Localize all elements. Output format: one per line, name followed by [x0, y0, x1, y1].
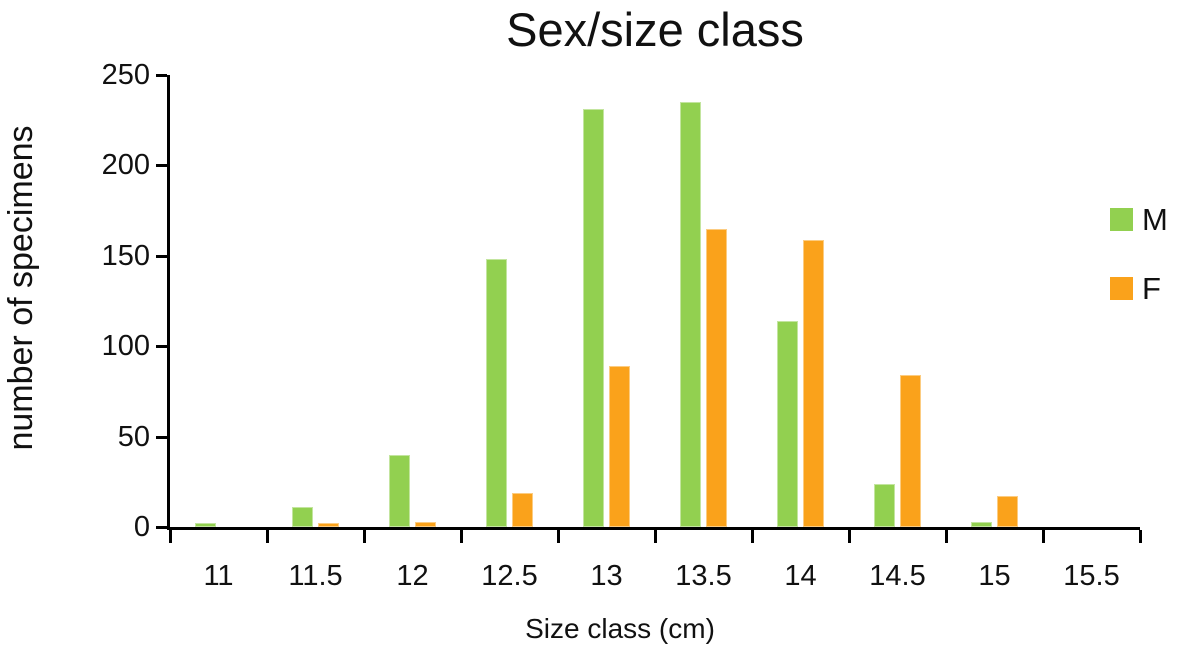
- legend-item-f: F: [1110, 273, 1168, 304]
- y-tick-label: 0: [133, 511, 150, 543]
- x-tick-mark: [557, 530, 560, 543]
- chart-title: Sex/size class: [506, 3, 804, 56]
- bar-m-12: [389, 454, 410, 527]
- y-tick-mark: [156, 435, 167, 439]
- bar-m-11: [195, 523, 216, 527]
- legend-swatch-f: [1110, 277, 1133, 300]
- bar-m-11.5: [292, 507, 313, 527]
- bar-f-15: [997, 496, 1018, 527]
- bar-m-15: [971, 521, 992, 527]
- x-tick-mark: [460, 530, 463, 543]
- legend-item-m: M: [1110, 204, 1168, 235]
- bar-f-11.5: [318, 523, 339, 527]
- y-tick-label: 150: [101, 239, 150, 272]
- x-category-label: 15: [978, 560, 1011, 592]
- x-tick-mark: [169, 530, 172, 543]
- bar-f-14.5: [900, 375, 921, 527]
- x-category-label: 13.5: [675, 560, 732, 592]
- x-axis-title: Size class (cm): [525, 613, 715, 644]
- x-tick-mark: [266, 530, 269, 543]
- y-tick-mark: [156, 254, 167, 258]
- x-category-label: 13: [590, 560, 623, 592]
- legend-label-m: M: [1142, 202, 1168, 237]
- bar-f-13.5: [706, 228, 727, 527]
- x-category-label: 14.5: [869, 560, 926, 592]
- legend: M F: [1110, 204, 1168, 342]
- bar-m-14: [777, 320, 798, 527]
- x-tick-mark: [654, 530, 657, 543]
- legend-label-f: F: [1142, 271, 1161, 306]
- bar-m-14.5: [874, 483, 895, 527]
- y-tick-label: 100: [101, 330, 150, 363]
- y-tick-mark: [156, 164, 167, 168]
- x-category-label: 11: [203, 560, 234, 592]
- x-tick-mark: [848, 530, 851, 543]
- y-tick-mark: [156, 345, 167, 349]
- y-tick-mark: [156, 526, 167, 529]
- x-tick-mark: [945, 530, 948, 543]
- bar-m-13.5: [680, 102, 701, 527]
- y-tick-label: 200: [101, 149, 150, 182]
- bar-f-13: [609, 366, 630, 527]
- bar-m-12.5: [486, 259, 507, 527]
- y-tick-label: 50: [117, 420, 150, 453]
- x-category-label: 14: [784, 560, 817, 592]
- x-tick-mark: [1042, 530, 1045, 543]
- x-tick-mark: [1139, 530, 1142, 543]
- x-category-label: 11.5: [288, 560, 343, 592]
- x-tick-mark: [363, 530, 366, 543]
- x-tick-mark: [751, 530, 754, 543]
- legend-swatch-m: [1110, 208, 1133, 231]
- x-category-label: 12: [396, 560, 429, 592]
- y-axis-title: number of specimens: [2, 125, 40, 451]
- plot-area: [167, 75, 1140, 530]
- bar-f-14: [803, 239, 824, 527]
- bar-f-12: [415, 521, 436, 527]
- bar-f-12.5: [512, 492, 533, 527]
- bar-m-13: [583, 109, 604, 527]
- y-tick-mark: [156, 74, 167, 77]
- x-category-label: 12.5: [481, 560, 538, 592]
- y-tick-label: 250: [101, 59, 150, 91]
- x-category-label: 15.5: [1063, 560, 1120, 592]
